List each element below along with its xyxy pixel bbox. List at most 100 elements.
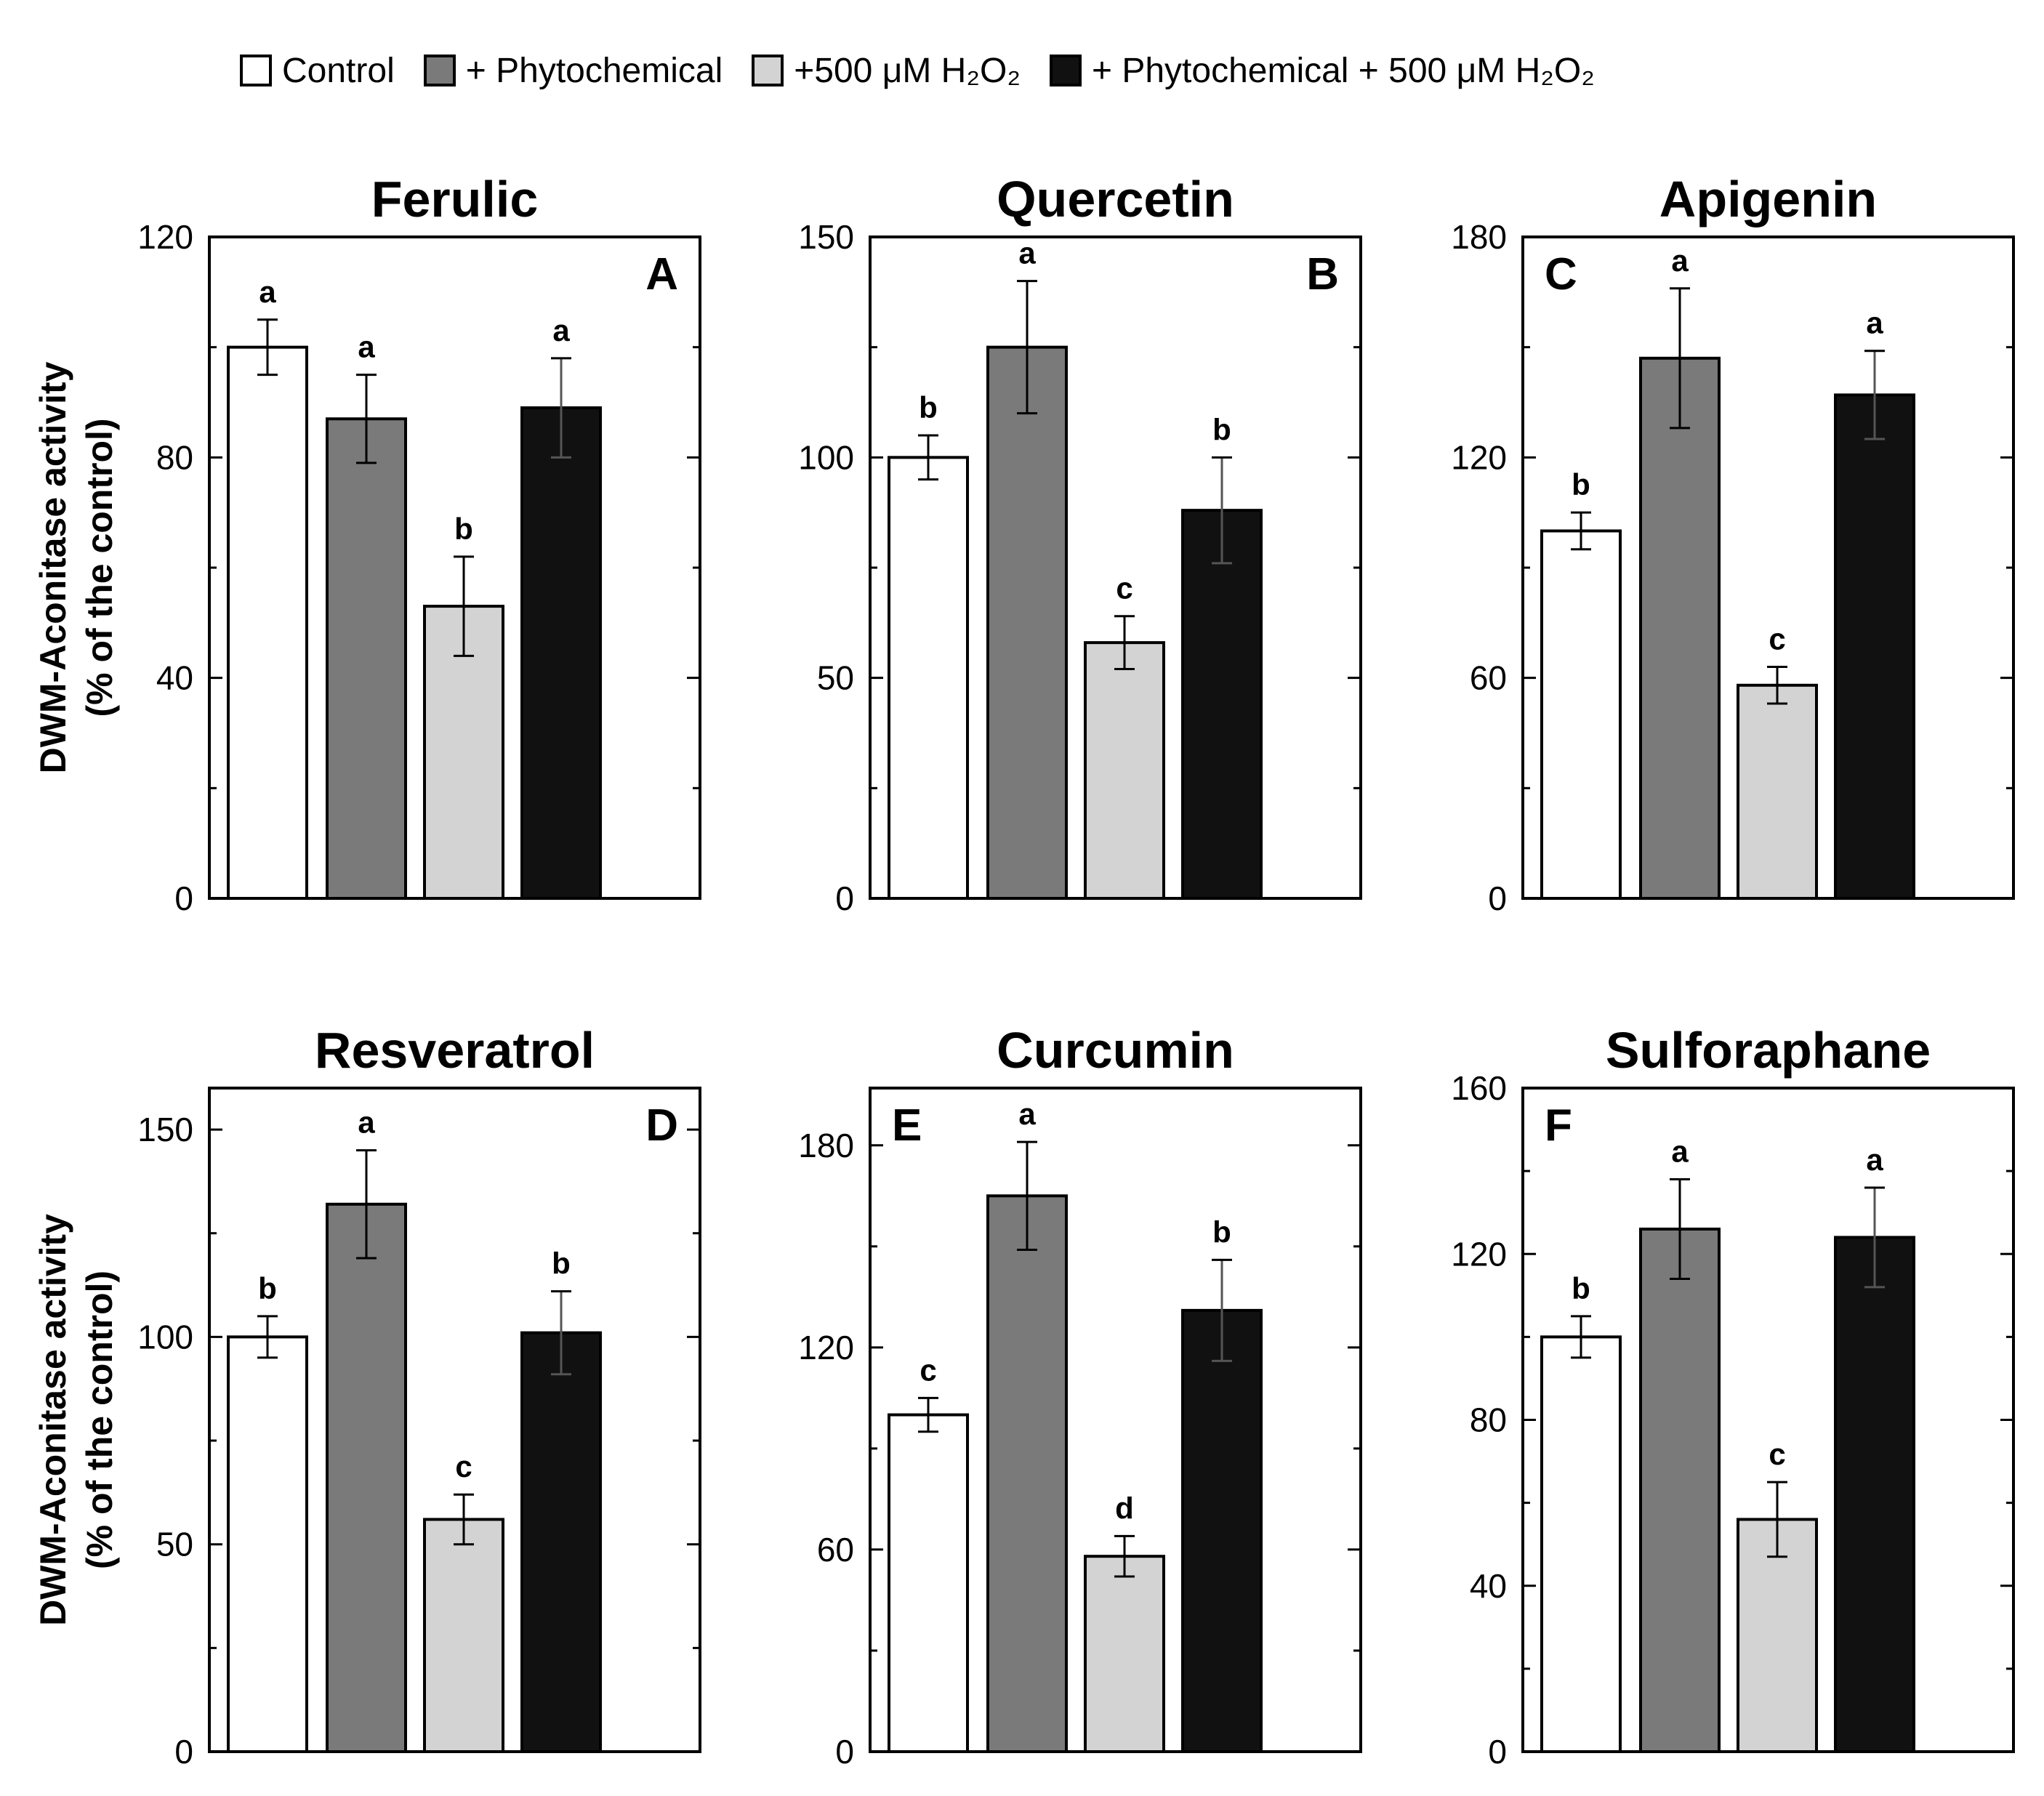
chart-title: Apigenin	[1659, 171, 1877, 227]
significance-label: b	[454, 512, 473, 546]
y-tick-label: 100	[798, 438, 854, 476]
panel-letter: A	[645, 249, 678, 299]
y-axis-label-line1: DWM-Aconitase activity	[33, 361, 73, 773]
bar-2	[986, 345, 1068, 900]
y-tick-label: 0	[174, 879, 193, 917]
chart-title: Ferulic	[371, 171, 539, 227]
bar-1	[888, 1413, 969, 1753]
significance-label: a	[1018, 1097, 1036, 1131]
significance-label: a	[1671, 1135, 1689, 1169]
chart-panel-apigenin: 0 60 120 180 Apigenin Cb a c a	[1451, 171, 2015, 917]
legend-swatch-phytochemical-h2o2	[1049, 55, 1082, 86]
significance-label: b	[1572, 467, 1590, 502]
bar-3	[1084, 641, 1165, 901]
significance-label: a	[1866, 1143, 1883, 1177]
significance-label: c	[455, 1449, 472, 1483]
bar-2	[326, 417, 407, 900]
chart-panel-resveratrol: 0 50 100 150 Resveratrol Db a c b DWM-Aconitase a…	[33, 1022, 701, 1771]
significance-label: a	[1866, 306, 1883, 340]
chart-title: Resveratrol	[315, 1022, 595, 1079]
y-tick-label: 160	[1451, 1069, 1507, 1107]
y-tick-label: 150	[137, 1111, 193, 1148]
significance-label: b	[258, 1271, 277, 1305]
bar-3	[423, 1518, 504, 1753]
y-tick-label: 60	[817, 1531, 854, 1569]
bar-1	[1540, 1335, 1622, 1753]
y-tick-label: 120	[137, 218, 193, 256]
significance-label: a	[552, 313, 570, 347]
bar-1	[888, 456, 969, 900]
significance-label: b	[1212, 412, 1231, 446]
bar-1	[227, 345, 308, 900]
y-axis-label-line2: (% of the control)	[79, 1271, 120, 1569]
legend-label-h2o2: +500 μM H₂O₂	[794, 51, 1021, 90]
panel-letter: B	[1306, 249, 1339, 299]
significance-label: d	[1115, 1491, 1134, 1525]
bar-4	[1181, 509, 1263, 900]
legend-item-phytochemical-h2o2: + Phytochemical + 500 μM H₂O₂	[1049, 51, 1595, 91]
bar-2	[986, 1194, 1068, 1753]
significance-label: c	[1769, 622, 1785, 656]
bar-1	[227, 1335, 308, 1753]
y-tick-label: 0	[835, 1733, 854, 1771]
significance-label: c	[1769, 1437, 1785, 1471]
y-tick-label: 120	[798, 1329, 854, 1366]
legend-item-phytochemical: + Phytochemical	[423, 51, 723, 91]
chart-panel-curcumin: 0 60 120 180 Curcumin Ec a d b	[798, 1022, 1362, 1771]
significance-label: a	[1671, 243, 1689, 278]
bar-2	[326, 1202, 407, 1753]
y-tick-label: 40	[1470, 1567, 1507, 1605]
significance-label: b	[1212, 1215, 1231, 1249]
y-tick-label: 80	[1470, 1401, 1507, 1439]
significance-label: a	[259, 275, 276, 309]
chart-panel-sulforaphane: 0 40 80 120 160 Sulforaphane Fb a c a	[1451, 1022, 2015, 1771]
significance-label: a	[358, 330, 375, 364]
y-tick-label: 180	[1451, 218, 1507, 256]
significance-label: b	[552, 1247, 571, 1281]
bar-2	[1639, 356, 1721, 901]
y-tick-label: 60	[1470, 659, 1507, 697]
bar-4	[520, 406, 602, 900]
legend-label-phytochemical-h2o2: + Phytochemical + 500 μM H₂O₂	[1091, 51, 1595, 90]
panel-letter: E	[892, 1100, 922, 1151]
y-tick-label: 0	[174, 1733, 193, 1771]
y-tick-label: 180	[798, 1127, 854, 1164]
panel-letter: C	[1545, 249, 1577, 299]
significance-label: a	[358, 1106, 375, 1140]
bar-3	[1737, 683, 1818, 900]
bar-3	[1084, 1555, 1165, 1754]
y-tick-label: 50	[817, 659, 854, 697]
y-tick-label: 150	[798, 218, 854, 256]
y-tick-label: 120	[1451, 438, 1507, 476]
chart-title: Curcumin	[997, 1022, 1234, 1079]
y-tick-label: 0	[1488, 1733, 1507, 1771]
y-axis-label-line1: DWM-Aconitase activity	[33, 1214, 73, 1626]
bar-2	[1639, 1228, 1721, 1753]
legend-label-phytochemical: + Phytochemical	[465, 51, 723, 90]
legend-swatch-h2o2	[752, 55, 784, 86]
y-tick-label: 80	[156, 438, 193, 476]
y-tick-label: 50	[156, 1526, 193, 1563]
y-tick-label: 120	[1451, 1235, 1507, 1273]
panel-letter: F	[1545, 1100, 1572, 1151]
legend-swatch-control	[240, 55, 272, 86]
significance-label: b	[919, 390, 938, 424]
bar-4	[1834, 393, 1915, 900]
significance-label: c	[1116, 571, 1132, 605]
y-axis-label-line2: (% of the control)	[79, 418, 120, 717]
panel-letter: D	[645, 1100, 678, 1151]
chart-panel-quercetin: 0 50 100 150 Quercetin Bb a c b	[798, 171, 1362, 917]
legend-item-h2o2: +500 μM H₂O₂	[752, 51, 1021, 91]
significance-label: c	[920, 1353, 936, 1387]
legend: Control + Phytochemical +500 μM H₂O₂ + P…	[240, 45, 1595, 96]
chart-panel-ferulic: 0 40 80 120 Ferulic Aa a b a DWM-Aconitase activi…	[33, 171, 701, 917]
y-tick-label: 0	[835, 879, 854, 917]
y-tick-label: 100	[137, 1318, 193, 1356]
legend-swatch-phytochemical	[423, 55, 456, 86]
significance-label: b	[1572, 1271, 1590, 1305]
bar-1	[1540, 529, 1622, 900]
bar-4	[520, 1331, 602, 1753]
significance-label: a	[1018, 236, 1036, 270]
y-tick-label: 0	[1488, 879, 1507, 917]
